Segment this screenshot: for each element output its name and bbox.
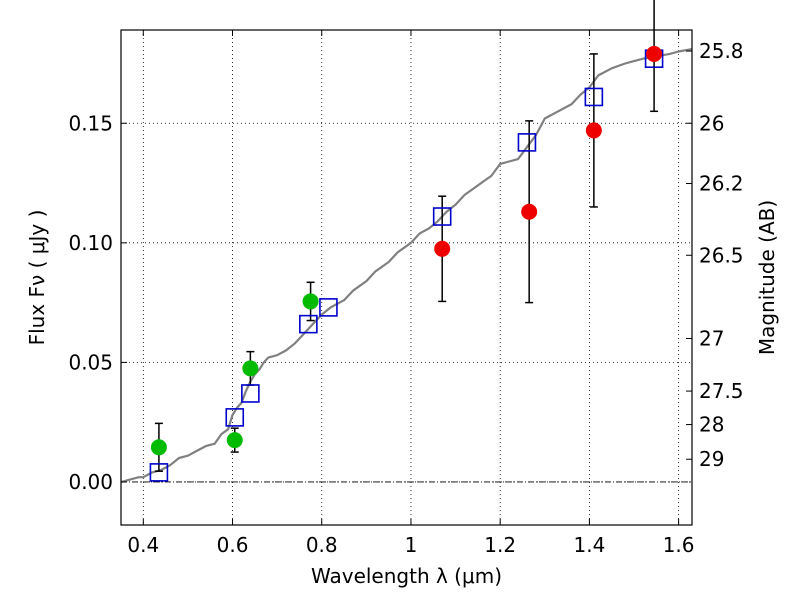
right-tick-label-6: 28 <box>699 413 724 437</box>
points-green-1 <box>226 432 243 449</box>
y-tick-label-3: 0.15 <box>68 111 113 135</box>
model-square-6 <box>517 133 537 152</box>
model-square-3 <box>299 314 318 334</box>
model-spectrum <box>120 48 693 484</box>
points-green-3 <box>302 293 319 310</box>
y-ticks: 0.00 0.05 0.10 0.15 <box>68 111 127 494</box>
model-square-4 <box>319 298 338 317</box>
right-axis-label: Magnitude (AB) <box>755 200 779 355</box>
right-magnitude-ticks: 25.8 26 26.2 26.5 27 27.5 28 29 <box>686 39 744 471</box>
right-tick-label-4: 27 <box>699 326 724 350</box>
y-tick-label-2: 0.10 <box>68 231 113 255</box>
points-green-2 <box>242 360 259 377</box>
plot-frame <box>120 29 693 526</box>
x-tick-label-5: 1.4 <box>573 533 605 557</box>
x-tick-label-4: 1.2 <box>484 533 516 557</box>
y-tick-label-0: 0.00 <box>68 470 113 494</box>
error-bars <box>154 0 659 472</box>
model-square-7 <box>584 87 604 107</box>
y-tick-label-1: 0.05 <box>68 350 113 374</box>
grid-lines <box>121 30 692 525</box>
x-tick-label-3: 1 <box>405 533 418 557</box>
points-green-0 <box>150 439 167 456</box>
right-tick-label-2: 26.2 <box>699 172 744 196</box>
points-red-0 <box>434 240 451 257</box>
model-spectrum-line <box>120 48 693 484</box>
model-square-5 <box>432 207 452 226</box>
right-tick-label-3: 26.5 <box>699 243 744 267</box>
model-photometry-squares <box>149 49 664 482</box>
model-square-1 <box>225 408 245 427</box>
right-tick-label-7: 29 <box>699 447 724 471</box>
points-red-2 <box>585 122 602 139</box>
y-axis-label: Flux Fν ( μJy ) <box>25 210 49 346</box>
x-tick-label-0: 0.4 <box>127 533 159 557</box>
points-red-3 <box>646 45 663 62</box>
right-tick-label-0: 25.8 <box>699 39 744 63</box>
model-square-2 <box>241 384 260 403</box>
x-tick-label-1: 0.6 <box>217 533 249 557</box>
observed-photometry-points <box>150 45 663 456</box>
x-axis-label: Wavelength λ (μm) <box>311 564 502 588</box>
x-ticks: 0.4 0.6 0.8 1 1.2 1.4 1.6 <box>127 30 695 557</box>
points-red-1 <box>521 203 538 220</box>
right-tick-label-1: 26 <box>699 111 724 135</box>
right-tick-label-5: 27.5 <box>699 379 744 403</box>
x-tick-label-2: 0.8 <box>306 533 338 557</box>
model-square-0 <box>149 463 169 482</box>
x-tick-label-6: 1.6 <box>663 533 695 557</box>
